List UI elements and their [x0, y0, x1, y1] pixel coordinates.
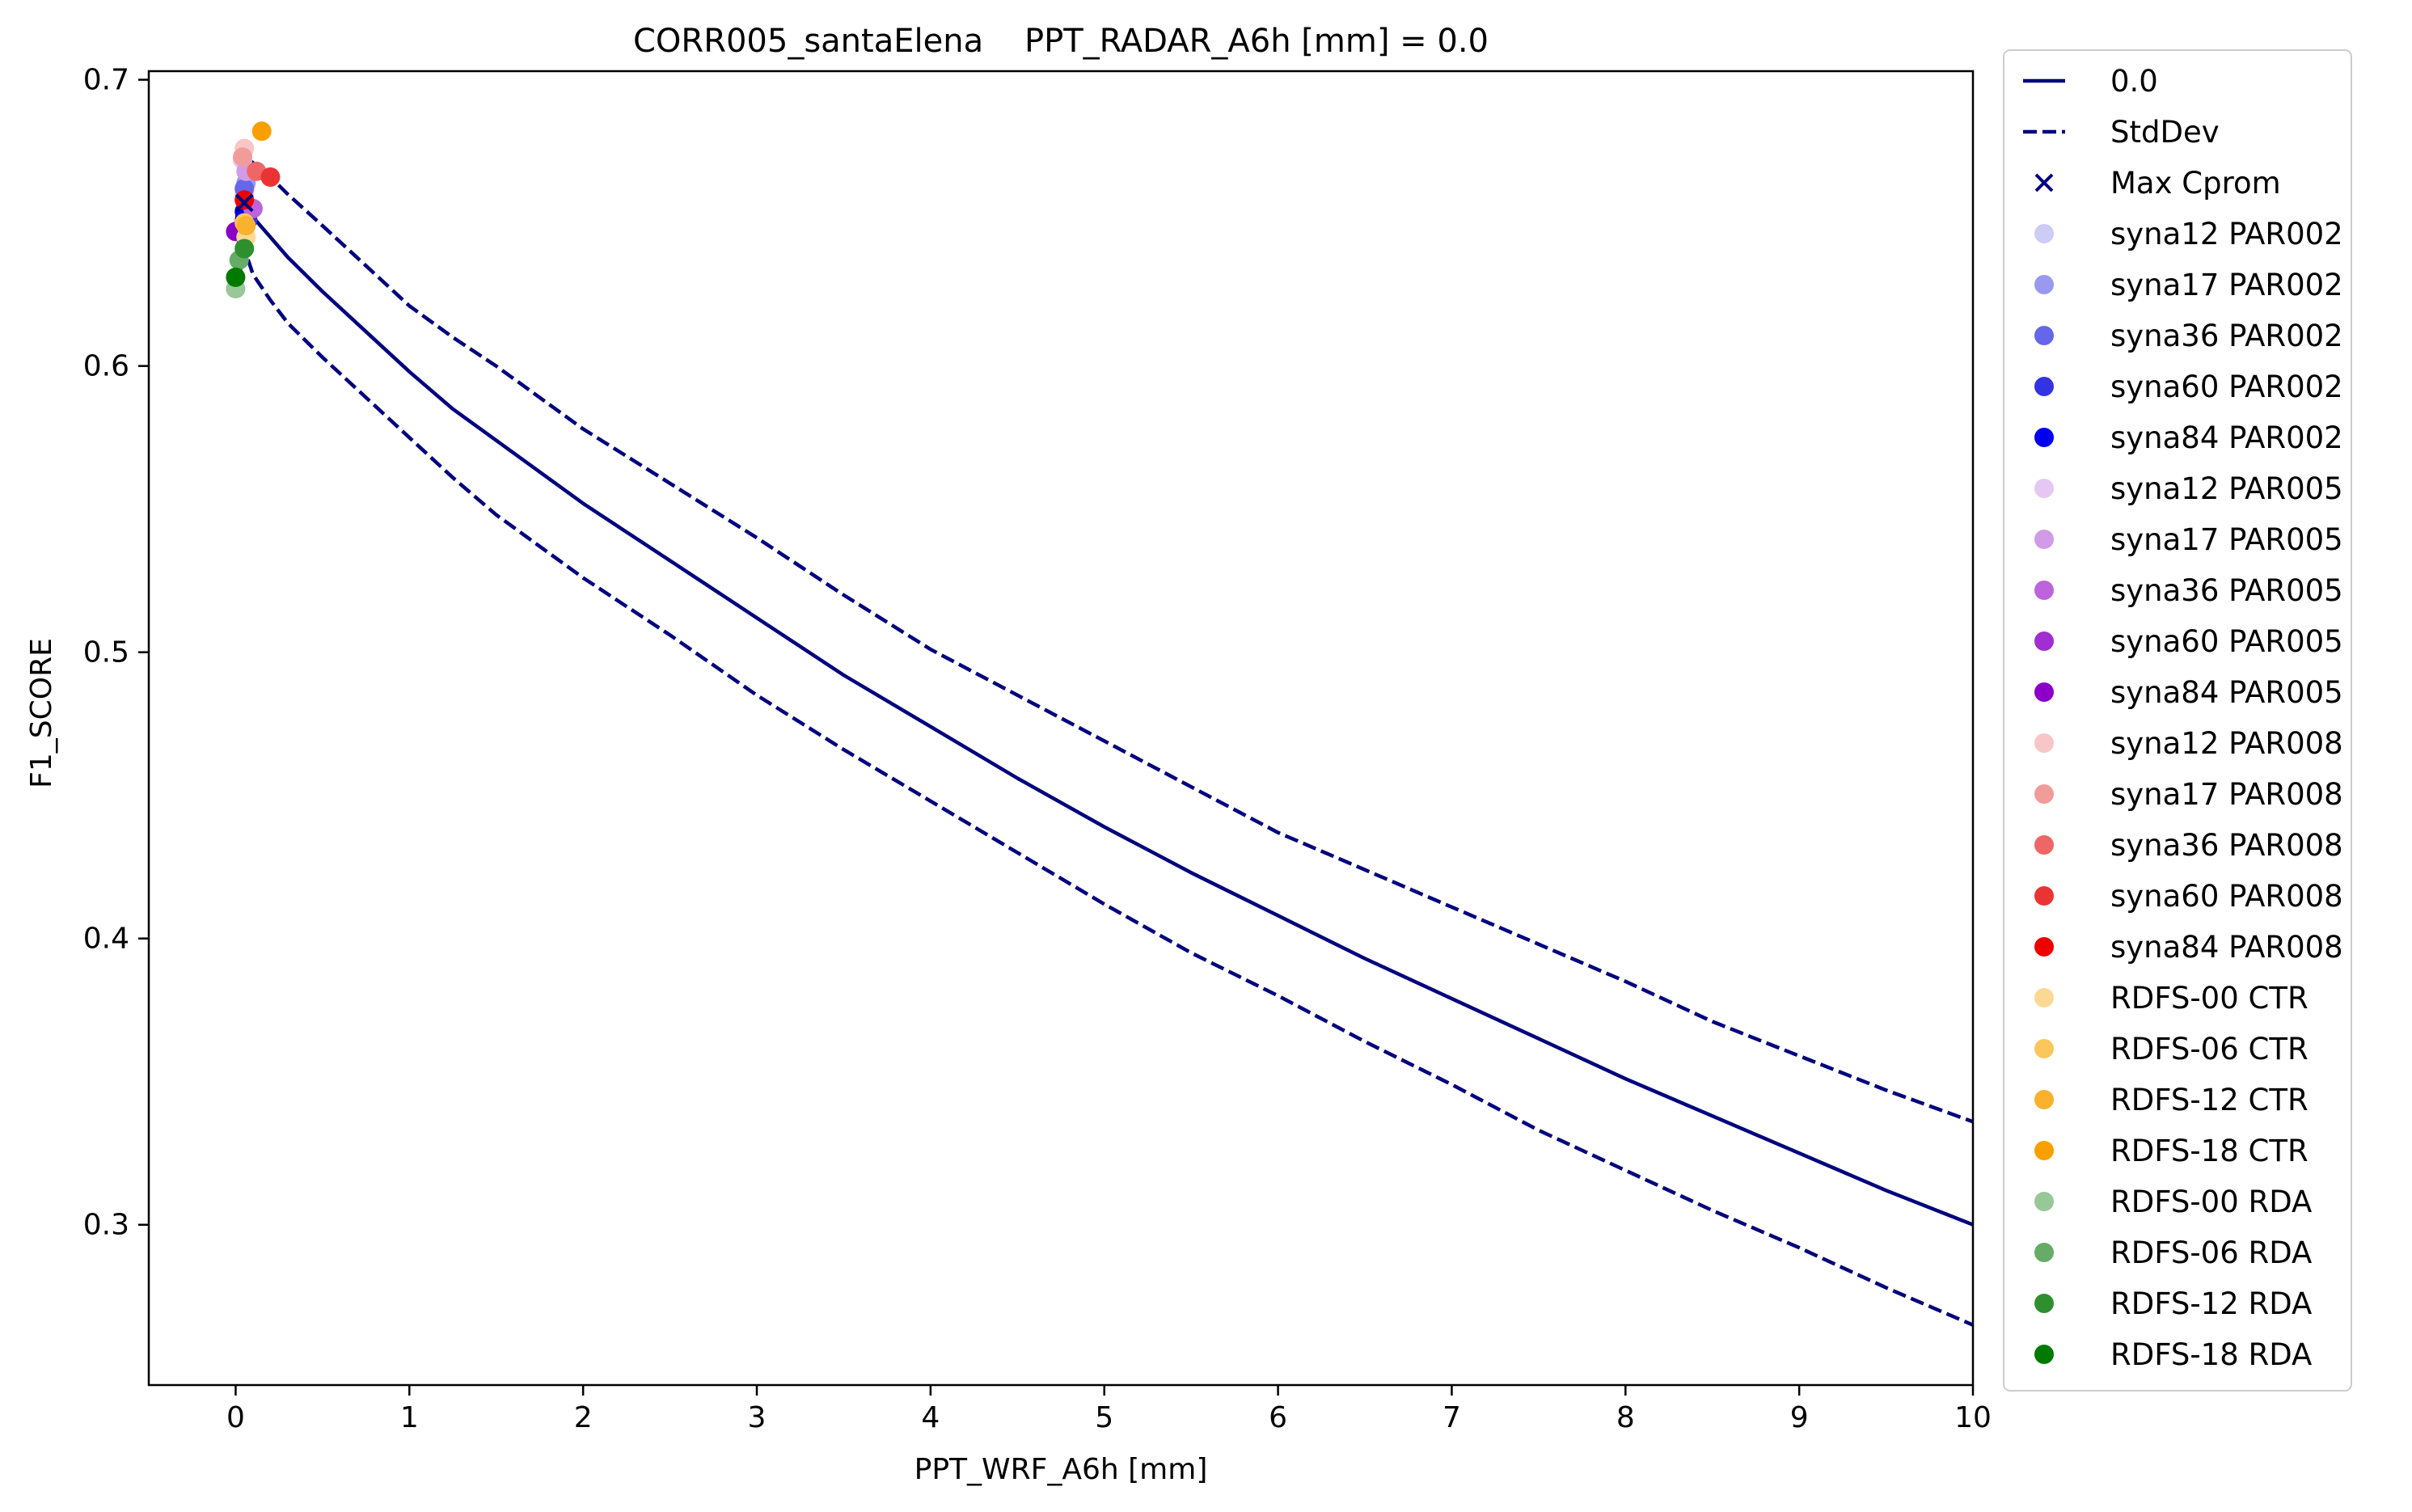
- stddev-line-2: [234, 247, 1974, 1327]
- legend-handle-22: [2034, 1192, 2054, 1211]
- scatter-point-17: [236, 216, 256, 236]
- legend-label-10: syna36 PAR005: [2110, 573, 2343, 608]
- y-tick-label: 0.5: [83, 636, 129, 669]
- legend-handle-24: [2034, 1294, 2054, 1313]
- legend-handle-14: [2034, 784, 2054, 804]
- scatter-point-22: [226, 267, 246, 287]
- scatter-point-11: [233, 147, 252, 167]
- legend-label-8: syna12 PAR005: [2110, 471, 2343, 506]
- legend-label-19: RDFS-06 CTR: [2110, 1032, 2309, 1066]
- scatter-point-14: [234, 190, 255, 210]
- legend-label-13: syna12 PAR008: [2110, 726, 2343, 761]
- legend-label-1: StdDev: [2110, 115, 2220, 150]
- legend-handle-3: [2034, 224, 2054, 243]
- legend-handle-18: [2034, 988, 2054, 1007]
- legend-label-12: syna84 PAR005: [2110, 675, 2343, 710]
- legend-box: [2003, 49, 2352, 1392]
- legend-handle-6: [2034, 377, 2054, 396]
- legend: 0.0 StdDev Max Cprom syna12 PAR002 syna17 PA…: [2003, 49, 2352, 1392]
- legend-label-3: syna12 PAR002: [2110, 217, 2343, 251]
- x-tick-label: 3: [748, 1401, 767, 1434]
- max-cprom-marker: [234, 193, 254, 213]
- legend-handle-17: [2034, 937, 2054, 957]
- legend-label-7: syna84 PAR002: [2110, 420, 2343, 455]
- y-tick-label: 0.4: [83, 923, 129, 956]
- x-axis-label: PPT_WRF_A6h [mm]: [915, 1453, 1208, 1486]
- legend-handle-11: [2034, 631, 2054, 651]
- legend-label-15: syna36 PAR008: [2110, 828, 2343, 863]
- plot-frame: [147, 70, 1975, 1387]
- x-tick-label: 4: [921, 1401, 940, 1434]
- legend-label-24: RDFS-12 RDA: [2110, 1286, 2312, 1321]
- legend-handle-4: [2034, 275, 2054, 294]
- x-tick-label: 10: [1954, 1401, 1992, 1434]
- y-tick-label: 0.7: [83, 64, 129, 97]
- axes: 0 1 2 3 4 5 6 7 8 9 10 0.3 0.4 0.5 0.6 0.7: [83, 64, 1992, 1434]
- legend-handle-2: [2034, 173, 2054, 192]
- x-tick-label: 2: [574, 1401, 593, 1434]
- legend-handle-16: [2034, 886, 2054, 906]
- legend-handle-15: [2034, 835, 2054, 855]
- x-tick-label: 7: [1443, 1401, 1461, 1434]
- legend-label-4: syna17 PAR002: [2110, 268, 2343, 302]
- scatter-point-13: [260, 167, 281, 187]
- legend-handle-21: [2034, 1141, 2054, 1160]
- legend-label-18: RDFS-00 CTR: [2110, 981, 2309, 1016]
- legend-handle-12: [2034, 682, 2054, 702]
- legend-handle-20: [2034, 1090, 2054, 1109]
- legend-label-2: Max Cprom: [2110, 166, 2281, 201]
- legend-label-21: RDFS-18 CTR: [2110, 1134, 2309, 1168]
- legend-handle-10: [2034, 581, 2054, 600]
- legend-handle-23: [2034, 1243, 2054, 1262]
- x-tick-label: 1: [400, 1401, 419, 1434]
- legend-label-6: syna60 PAR002: [2110, 370, 2343, 404]
- legend-label-25: RDFS-18 RDA: [2110, 1337, 2312, 1372]
- stddev-line-1: [234, 154, 1974, 1124]
- legend-label-11: syna60 PAR005: [2110, 624, 2343, 659]
- legend-label-0: 0.0: [2110, 64, 2158, 99]
- legend-label-5: syna36 PAR002: [2110, 319, 2343, 353]
- plot-marks: [226, 121, 1974, 1327]
- x-tick-label: 6: [1269, 1401, 1287, 1434]
- legend-handle-19: [2034, 1039, 2054, 1058]
- x-tick-label: 9: [1790, 1401, 1809, 1434]
- mean-line: [234, 201, 1974, 1227]
- y-tick-label: 0.3: [83, 1209, 129, 1242]
- legend-label-20: RDFS-12 CTR: [2110, 1083, 2309, 1117]
- chart-title: CORR005_santaElena PPT_RADAR_A6h [mm] = …: [633, 23, 1489, 60]
- scatter-point-21: [234, 239, 255, 259]
- legend-label-22: RDFS-00 RDA: [2110, 1185, 2312, 1219]
- scatter-point-18: [251, 121, 272, 141]
- legend-label-17: syna84 PAR008: [2110, 930, 2343, 965]
- y-tick-label: 0.6: [83, 350, 129, 383]
- legend-label-14: syna17 PAR008: [2110, 777, 2343, 812]
- legend-label-9: syna17 PAR005: [2110, 522, 2343, 557]
- x-tick-label: 0: [226, 1401, 245, 1434]
- legend-handle-25: [2034, 1345, 2054, 1364]
- legend-handle-8: [2034, 479, 2054, 498]
- x-tick-label: 5: [1095, 1401, 1113, 1434]
- legend-label-23: RDFS-06 RDA: [2110, 1235, 2312, 1270]
- legend-handle-5: [2034, 326, 2054, 345]
- y-axis-label: F1_SCORE: [25, 638, 58, 788]
- x-tick-label: 8: [1616, 1401, 1635, 1434]
- legend-handle-7: [2034, 428, 2054, 447]
- legend-handle-13: [2034, 733, 2054, 753]
- legend-label-16: syna60 PAR008: [2110, 879, 2343, 914]
- legend-handle-9: [2034, 530, 2054, 549]
